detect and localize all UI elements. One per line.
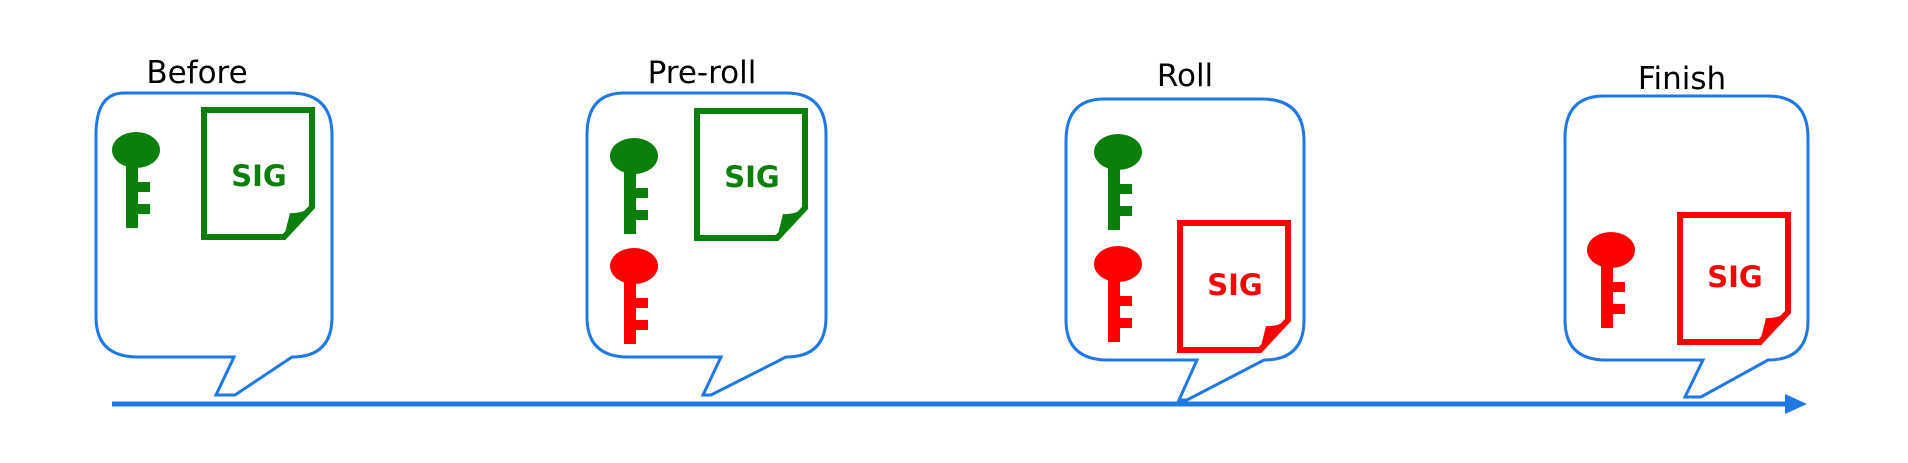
stage-label: Before (146, 55, 247, 91)
stage-roll: Roll SIG (1064, 58, 1306, 402)
signature-document-icon: SIG (1177, 220, 1291, 353)
timeline-arrow (112, 394, 1807, 414)
signature-document-icon: SIG (694, 108, 808, 241)
sig-label: SIG (1207, 268, 1262, 302)
stage-finish: Finish SIG (1563, 61, 1810, 399)
sig-label: SIG (231, 159, 286, 193)
stage-label: Roll (1157, 58, 1213, 94)
signature-document-icon: SIG (1677, 212, 1791, 345)
stage-before: Before SIG (94, 55, 334, 397)
sig-label: SIG (724, 160, 779, 194)
stage-pre-roll: Pre-roll SIG (585, 55, 828, 397)
signature-document-icon: SIG (201, 107, 315, 240)
sig-label: SIG (1707, 260, 1762, 294)
stage-label: Pre-roll (648, 55, 757, 91)
stage-label: Finish (1638, 61, 1726, 97)
arrow-right-icon (1785, 394, 1807, 414)
